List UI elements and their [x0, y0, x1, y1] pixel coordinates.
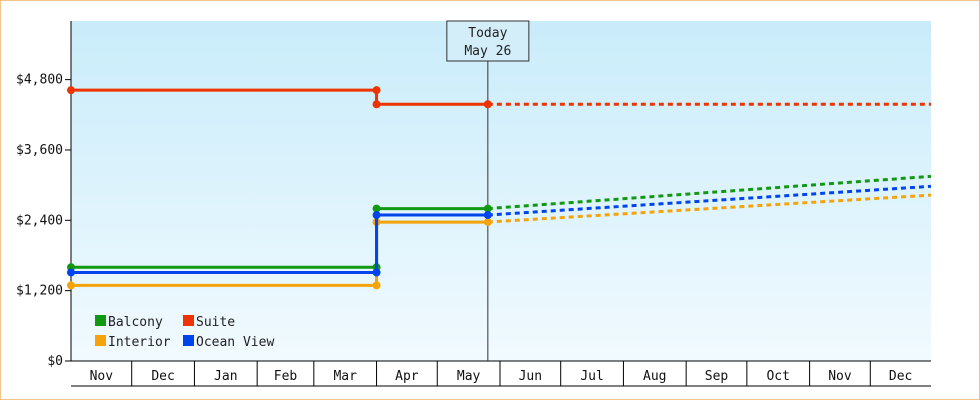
- x-month-label: Aug: [643, 369, 666, 384]
- data-point-suite: [67, 86, 75, 95]
- x-month-label: Oct: [766, 369, 789, 384]
- series-line-suite: [71, 88, 488, 106]
- x-month-label: Jan: [214, 369, 237, 384]
- x-month-label: Jul: [580, 369, 603, 384]
- legend-swatch-suite: [183, 315, 194, 326]
- x-month-label: Nov: [828, 369, 852, 384]
- y-tick-label: $4,800: [16, 73, 63, 88]
- x-month-label: Dec: [151, 369, 174, 384]
- legend-swatch-ocean-view: [183, 335, 194, 346]
- data-point-balcony: [483, 204, 492, 213]
- series-forecast-balcony: [487, 174, 932, 211]
- x-month-label: Mar: [333, 369, 357, 384]
- x-month-label: Dec: [889, 369, 912, 384]
- data-point-ocean-view: [372, 268, 381, 277]
- x-month-label: Jun: [519, 369, 542, 384]
- today-label: Today: [468, 26, 507, 41]
- today-date-label: May 26: [464, 44, 511, 59]
- data-point-suite: [483, 100, 492, 109]
- y-tick-label: $2,400: [16, 213, 63, 228]
- x-month-label: May: [457, 369, 481, 384]
- data-point-interior: [67, 281, 75, 290]
- plot-background: [71, 21, 931, 361]
- data-point-interior: [483, 218, 492, 227]
- today-marker-box: [446, 20, 530, 62]
- x-month-label: Nov: [90, 369, 114, 384]
- data-point-ocean-view: [483, 211, 492, 220]
- legend-swatch-balcony: [95, 315, 106, 326]
- x-month-label: Feb: [274, 369, 298, 384]
- y-tick-label: $3,600: [16, 143, 63, 158]
- data-point-interior: [372, 281, 381, 290]
- series-line-ocean-view: [71, 213, 488, 274]
- y-tick-label: $1,200: [16, 284, 63, 299]
- x-month-label: Sep: [705, 369, 729, 384]
- series-forecast-interior: [487, 193, 932, 224]
- data-point-ocean-view: [67, 268, 75, 277]
- data-point-balcony: [372, 204, 381, 213]
- y-tick-label: $0: [47, 354, 63, 369]
- legend-swatch-interior: [95, 335, 106, 346]
- data-point-suite: [372, 86, 381, 95]
- legend-label-balcony: Balcony: [108, 315, 163, 330]
- x-month-label: Apr: [395, 369, 419, 384]
- data-point-suite: [372, 100, 381, 109]
- legend-label-suite: Suite: [196, 315, 235, 330]
- legend-label-ocean-view: Ocean View: [196, 335, 274, 350]
- series-forecast-ocean-view: [487, 184, 932, 217]
- legend-label-interior: Interior: [108, 335, 171, 350]
- data-point-ocean-view: [372, 211, 381, 220]
